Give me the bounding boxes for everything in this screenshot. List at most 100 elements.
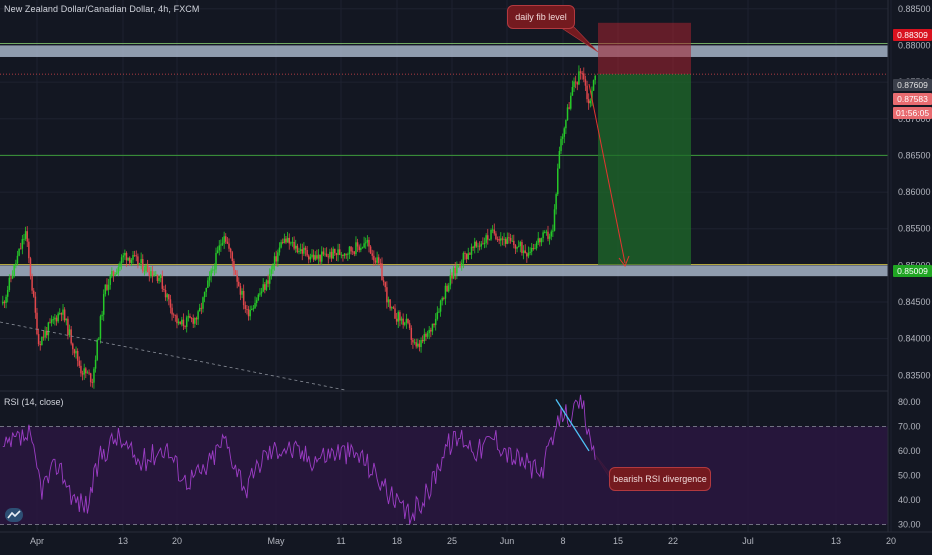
candle [54, 314, 56, 326]
candle-body [114, 274, 116, 276]
candle-body [563, 128, 566, 137]
candle [350, 245, 352, 255]
candle-body [501, 238, 504, 240]
candle-body [472, 246, 474, 248]
candle-body [527, 252, 530, 257]
candle-body [194, 317, 196, 324]
candle-body [540, 238, 543, 243]
candle [163, 285, 165, 292]
candle-body [347, 254, 349, 255]
candle-body [439, 300, 442, 312]
candle [501, 236, 504, 246]
candle-body [514, 245, 517, 249]
candle [171, 303, 173, 321]
candle-body [539, 238, 541, 243]
candle [491, 225, 494, 234]
symbol-title[interactable]: New Zealand Dollar/Canadian Dollar, 4h, … [4, 4, 200, 14]
candle [200, 302, 203, 315]
candle [459, 261, 461, 269]
candle [555, 192, 557, 215]
tradingview-logo-icon[interactable] [5, 508, 23, 522]
candle-body [63, 309, 66, 321]
candle-body [337, 249, 339, 255]
divergence-line [555, 399, 590, 452]
candle-body [91, 382, 94, 383]
candle-body [93, 368, 95, 383]
candle-body [55, 317, 58, 322]
candle [238, 277, 240, 287]
rsi-title[interactable]: RSI (14, close) [4, 397, 64, 407]
candle-body [478, 245, 481, 247]
price-tick-label: 0.86500 [898, 150, 931, 160]
candle-body [348, 246, 351, 255]
candle [107, 278, 110, 296]
candle [150, 266, 152, 279]
candle [404, 321, 406, 327]
candle-body [474, 241, 476, 248]
fib-level-callout[interactable]: daily fib level [507, 5, 575, 29]
candle [270, 265, 273, 280]
target-zone [598, 22, 691, 75]
candle [50, 315, 53, 327]
candle-body [431, 323, 434, 332]
candle-body [15, 263, 17, 265]
price-tick-label: 0.84000 [898, 334, 931, 344]
candle [389, 299, 391, 311]
candle-body [451, 274, 453, 279]
candle-body [351, 251, 354, 253]
candle-body [163, 288, 165, 291]
candle-body [99, 316, 102, 339]
candle [55, 315, 58, 326]
candle [426, 330, 429, 339]
candle-body [189, 316, 191, 318]
candle-body [220, 244, 222, 246]
candle-body [397, 312, 400, 322]
candle [262, 278, 264, 293]
candle [405, 313, 408, 329]
candle-body [373, 255, 375, 261]
time-tick-label: 20 [886, 536, 896, 546]
candle [31, 273, 33, 294]
candle-body [434, 318, 437, 326]
candle [283, 233, 286, 244]
time-tick-label: 13 [118, 536, 128, 546]
candle-body [465, 253, 468, 260]
candle [286, 231, 289, 243]
candle-body [236, 274, 238, 282]
candle-body [272, 265, 274, 270]
candle-body [76, 350, 79, 361]
candle [379, 258, 382, 269]
candle [493, 223, 496, 236]
candle-body [13, 264, 15, 276]
candle-body [561, 136, 564, 139]
rsi-line [2, 394, 596, 525]
candle-body [334, 248, 336, 254]
candle [210, 268, 212, 283]
candle-body [552, 230, 554, 232]
candle-body [553, 209, 556, 231]
candle-body [67, 318, 69, 336]
candle [120, 254, 123, 270]
candle [161, 270, 164, 293]
candle [159, 274, 162, 283]
candle [351, 247, 354, 256]
candle-body [579, 71, 582, 74]
candle [23, 233, 25, 245]
candle-body [148, 272, 151, 276]
time-tick-label: 15 [613, 536, 623, 546]
candle-body [584, 79, 587, 86]
candle [400, 316, 403, 325]
candle [184, 325, 186, 329]
candle [413, 338, 416, 345]
rsi-divergence-callout[interactable]: bearish RSI divergence [609, 467, 711, 491]
candle [3, 300, 6, 309]
candle [221, 237, 224, 247]
candle [226, 237, 229, 245]
time-tick-label: 22 [668, 536, 678, 546]
candle-body [32, 290, 35, 297]
candle [381, 257, 383, 281]
candle-body [119, 263, 121, 267]
candle [275, 250, 277, 267]
